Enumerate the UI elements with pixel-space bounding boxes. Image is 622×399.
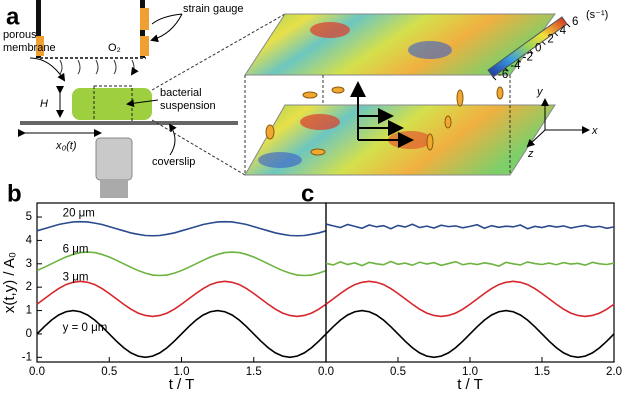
y-axis-label: x(t,y) / A₀ xyxy=(1,252,18,313)
annotation: strain gauge xyxy=(183,3,244,15)
x-tick-label: 0.0 xyxy=(318,366,334,378)
axis-label: z xyxy=(527,148,534,160)
colorbar-tick xyxy=(529,50,534,54)
panel-label: b xyxy=(7,180,22,207)
series-line xyxy=(325,309,615,359)
annotation: bacterial xyxy=(160,87,202,99)
x-tick-label: 1.5 xyxy=(534,366,550,378)
colorbar-tick-label: -4 xyxy=(510,60,521,72)
y-tick-label: 1 xyxy=(26,305,32,317)
colorbar-tick-label: -6 xyxy=(498,69,508,81)
series-line xyxy=(325,260,615,267)
series-line xyxy=(36,220,327,237)
series-line xyxy=(36,309,327,359)
series-line xyxy=(325,280,615,318)
colorbar-tick xyxy=(554,32,559,37)
colorbar-tick-label: 2 xyxy=(547,34,553,46)
x-tick-label: 1.0 xyxy=(462,366,478,378)
colorbar-tick-label: 4 xyxy=(560,25,567,37)
x-tick-label: 0.0 xyxy=(29,366,45,378)
colorbar-tick-label: -2 xyxy=(523,51,533,63)
annotation: coverslip xyxy=(152,156,195,168)
y-tick-label: 0 xyxy=(26,328,32,340)
series-line xyxy=(325,223,615,230)
annotation: membrane xyxy=(3,42,56,54)
x-tick-label: 1.0 xyxy=(174,366,190,378)
series-label: 20 μm xyxy=(63,208,95,220)
series-label: 6 μm xyxy=(63,243,89,255)
colorbar-unit: (s⁻¹) xyxy=(586,9,608,21)
colorbar-tick xyxy=(541,41,546,46)
panel-label: a xyxy=(6,3,20,30)
y-tick-label: 4 xyxy=(26,234,33,246)
colorbar-tick-label: 6 xyxy=(572,16,578,28)
colorbar-tick-label: 0 xyxy=(535,43,541,55)
y-tick-label: -1 xyxy=(22,351,32,363)
x-axis-label: t / T xyxy=(457,376,483,393)
series-line xyxy=(36,251,327,277)
y-tick-label: 3 xyxy=(26,258,32,270)
panel-label: c xyxy=(301,180,314,207)
annotation: O₂ xyxy=(108,42,121,54)
y-tick-label: 2 xyxy=(26,281,32,293)
annotation: porous xyxy=(3,29,37,41)
colorbar-tick xyxy=(566,23,571,28)
x-tick-label: 0.5 xyxy=(101,366,117,378)
series-label: 3 μm xyxy=(63,272,89,284)
series-line xyxy=(36,280,327,318)
colorbar-tick xyxy=(492,76,497,81)
axis-label: x xyxy=(591,125,598,137)
charts: b 0.0 0.5 1.0 1.5 -1 0 1 2 3 4 5 t / T x(t,y) / A₀ 20 … xyxy=(1,180,622,393)
panel-a: a strain gauge porous membrane O₂ H bact… xyxy=(3,0,608,198)
x-tick-label: 0.5 xyxy=(390,366,406,378)
x-axis-label: t / T xyxy=(169,376,195,393)
annotation: H xyxy=(40,98,48,110)
annotation: suspension xyxy=(160,100,216,112)
y-tick-label: 5 xyxy=(26,211,32,223)
annotation: x₀(t) xyxy=(55,140,77,152)
series-label: y = 0 μm xyxy=(63,322,108,334)
axis-label: y xyxy=(536,86,544,98)
x-tick-label: 2.0 xyxy=(606,366,622,378)
colorbar-tick xyxy=(517,58,522,63)
colorbar-tick xyxy=(504,67,509,72)
x-tick-label: 1.5 xyxy=(246,366,262,378)
